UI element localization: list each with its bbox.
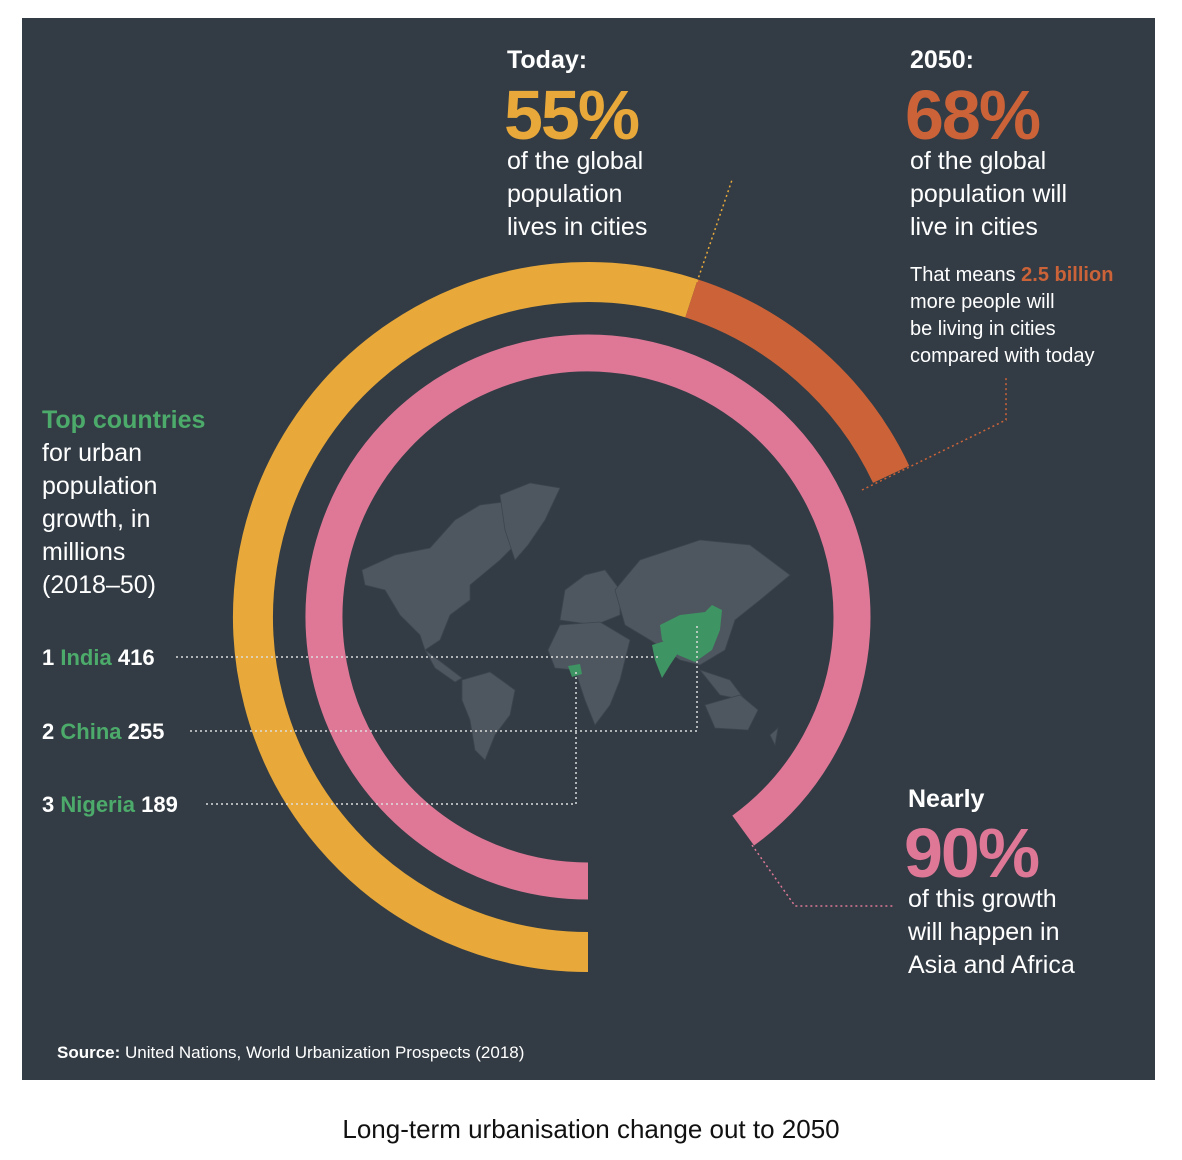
figure-caption: Long-term urbanisation change out to 205… xyxy=(342,1114,840,1144)
map-africa xyxy=(547,621,631,726)
today-leader xyxy=(696,179,733,283)
country-item: 3 Nigeria 189 xyxy=(42,792,178,818)
map-north-america xyxy=(361,499,531,651)
today-label: Today: xyxy=(507,46,588,74)
highlighted-countries xyxy=(568,605,722,678)
note-prefix: That means xyxy=(910,264,1022,286)
country-rank: 3 xyxy=(42,792,55,817)
growth-label: Nearly xyxy=(908,785,985,813)
country-value: 255 xyxy=(127,719,165,744)
map-australia xyxy=(704,694,759,731)
today-text-line: of the global xyxy=(507,147,644,175)
growth-value: 90% xyxy=(904,814,1040,892)
countries-title-line: millions xyxy=(42,538,126,566)
countries-title: Top countries for urban population growt… xyxy=(42,404,205,602)
note-line: be living in cities xyxy=(910,318,1056,340)
today-value: 55% xyxy=(504,76,640,154)
countries-title-highlight: Top countries xyxy=(42,406,206,434)
country-name: India xyxy=(60,645,112,670)
infographic-panel xyxy=(22,18,1155,1080)
leader-lines xyxy=(176,179,1007,907)
countries-title-line: growth, in xyxy=(42,505,151,533)
note-highlight: 2.5 billion xyxy=(1021,264,1114,286)
growth-text: of this growth will happen in Asia and A… xyxy=(908,883,1075,982)
future-ring-arc xyxy=(685,279,910,484)
countries-title-line: (2018–50) xyxy=(42,571,156,599)
growth-text-line: of this growth xyxy=(908,885,1057,913)
country-rank: 1 xyxy=(42,645,55,670)
future-text-line: live in cities xyxy=(910,213,1038,241)
country-name: Nigeria xyxy=(60,792,135,817)
source-note: Source: United Nations, World Urbanizati… xyxy=(57,1043,524,1063)
map-greenland xyxy=(499,482,561,561)
map-india xyxy=(652,640,680,678)
growth-leader xyxy=(751,844,895,907)
note-line: compared with today xyxy=(910,345,1095,367)
source-label: Source: xyxy=(57,1043,121,1062)
today-text-line: population xyxy=(507,180,623,208)
today-ring-arc xyxy=(233,262,698,972)
map-central-america xyxy=(424,649,463,683)
growth-ring-arc xyxy=(305,334,871,900)
map-south-america xyxy=(461,671,516,761)
china-leader xyxy=(190,625,698,732)
country-name: China xyxy=(60,719,122,744)
countries-title-line: for urban xyxy=(42,439,143,467)
future-text: of the global population will live in ci… xyxy=(910,145,1067,244)
growth-text-line: Asia and Africa xyxy=(908,951,1075,979)
map-europe xyxy=(559,569,621,626)
note-line: more people will xyxy=(910,291,1055,313)
future-value: 68% xyxy=(905,76,1041,154)
source-text: United Nations, World Urbanization Prosp… xyxy=(120,1043,525,1062)
map-nigeria xyxy=(568,664,582,677)
country-item: 1 India 416 xyxy=(42,645,155,671)
future-text-line: of the global xyxy=(910,147,1047,175)
country-value: 416 xyxy=(117,645,155,670)
growth-text-line: will happen in xyxy=(908,918,1060,946)
countries-title-line: population xyxy=(42,472,158,500)
future-leader xyxy=(861,378,1007,491)
future-text-line: population will xyxy=(910,180,1068,208)
country-rank: 2 xyxy=(42,719,55,744)
nigeria-leader xyxy=(206,670,577,805)
today-text-line: lives in cities xyxy=(507,213,648,241)
world-map xyxy=(361,482,791,761)
country-item: 2 China 255 xyxy=(42,719,164,745)
future-label: 2050: xyxy=(910,46,974,74)
country-value: 189 xyxy=(141,792,178,817)
future-note: That means 2.5 billion more people will … xyxy=(910,262,1113,370)
map-new-zealand xyxy=(769,726,779,747)
map-asia xyxy=(614,539,791,666)
today-text: of the global population lives in cities xyxy=(507,145,647,244)
